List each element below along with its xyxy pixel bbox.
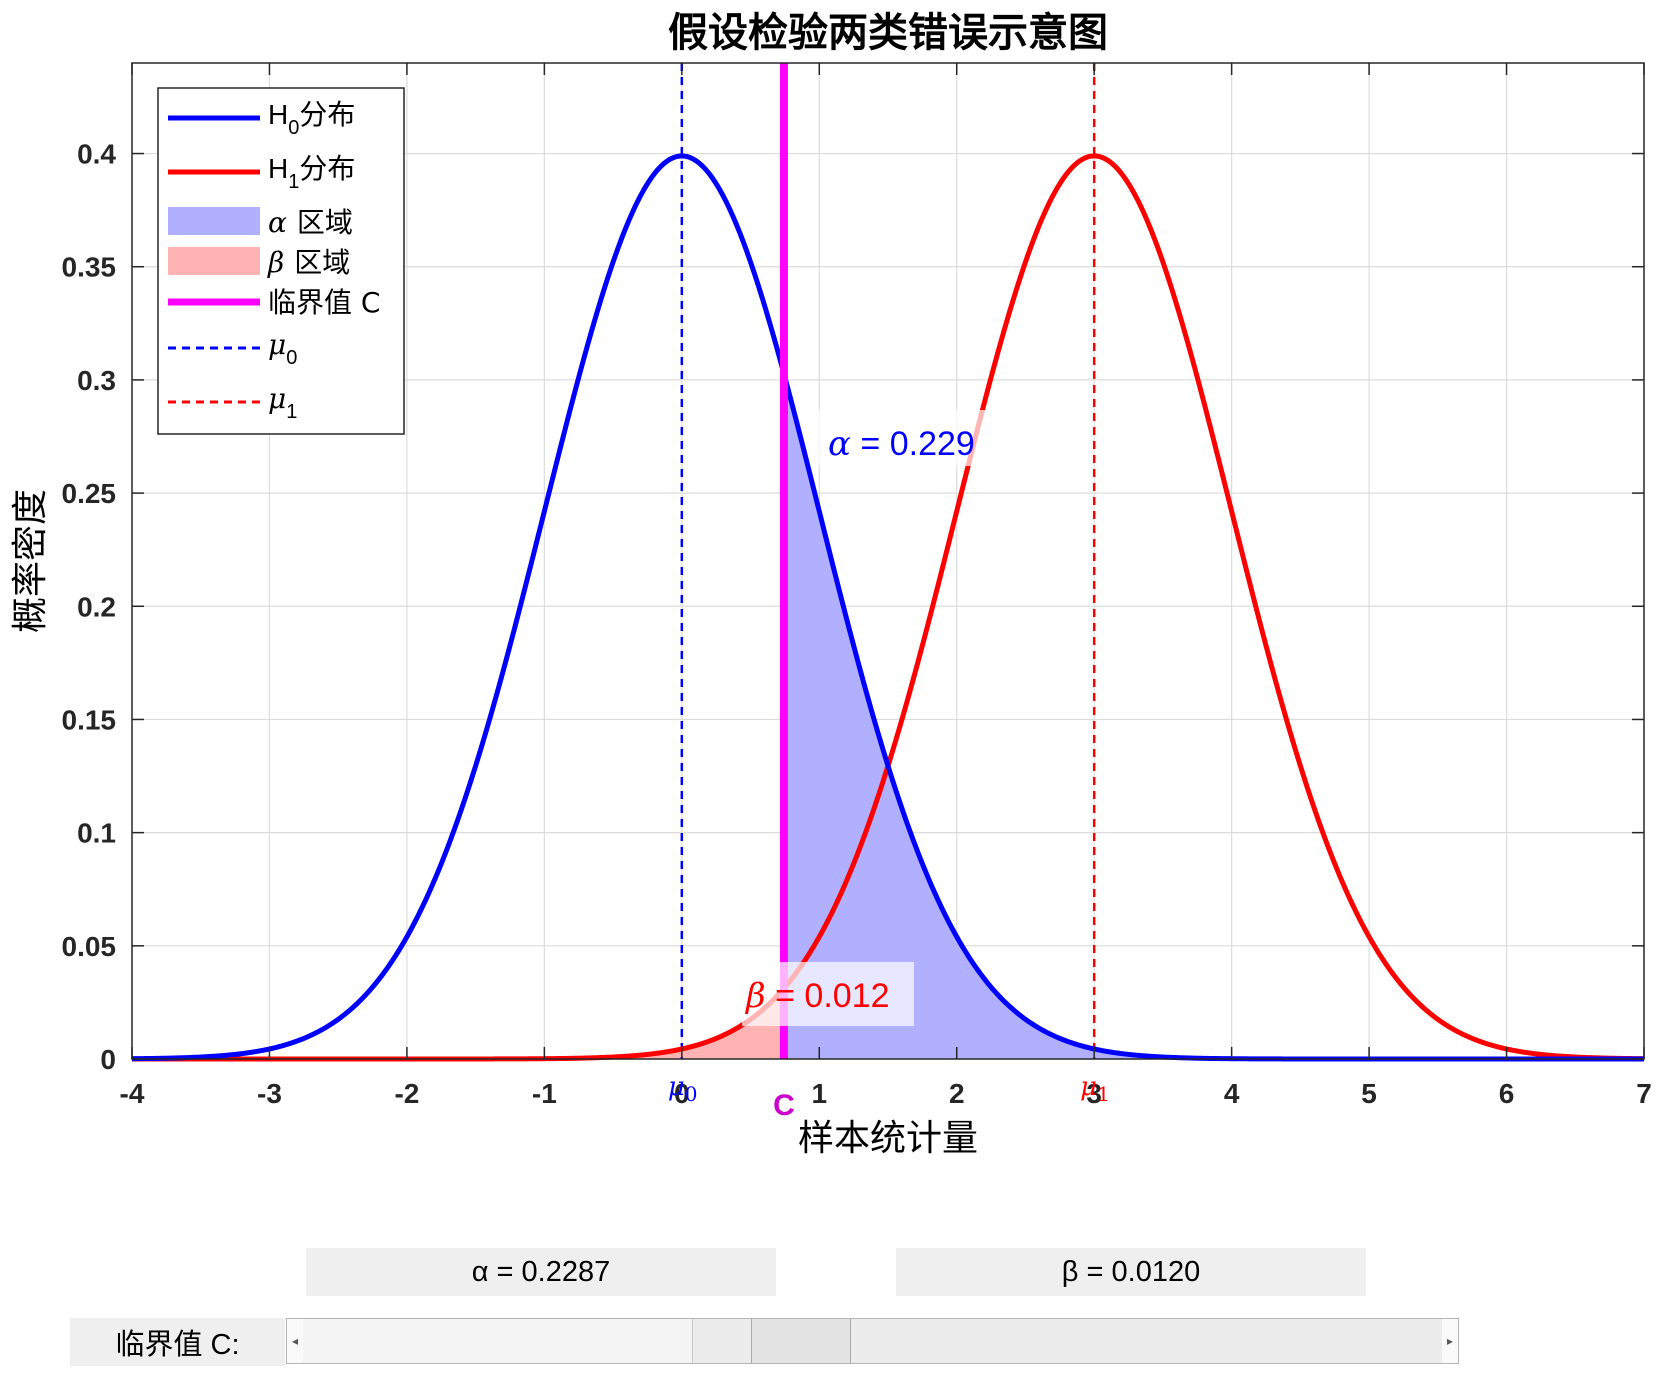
- axis-ticks: -4 -3 -2 -1 0 1 2 3 4 5 6 7 0 0.05 0.1 0.15 0.2 0.25 0.3 0.…: [62, 63, 1652, 1109]
- y-tick-label: 0.1: [77, 818, 116, 849]
- chart-title: 假设检验两类错误示意图: [668, 9, 1108, 56]
- y-tick-label: 0.05: [62, 931, 117, 962]
- y-axis-label: 概率密度: [10, 489, 51, 633]
- legend-mu0-label: μ0: [268, 328, 297, 369]
- legend: H0分布 H1分布 α 区域 β 区域 临界值 C μ0 μ1: [157, 87, 405, 435]
- slider-right-arrow[interactable]: ▸: [1442, 1319, 1458, 1363]
- legend-h1-suffix: 分布: [299, 152, 355, 185]
- mu0-marker: μ0: [668, 1072, 698, 1106]
- plot-frame: [131, 62, 1645, 1060]
- y-tick-label: 0.2: [77, 591, 116, 622]
- x-tick-label: 6: [1499, 1078, 1515, 1109]
- y-tick-label: 0.3: [77, 365, 116, 396]
- reference-lines: [680, 63, 1096, 1059]
- critical-value-slider[interactable]: ◂ ▸: [286, 1318, 1459, 1364]
- y-tick-label: 0.15: [62, 704, 117, 735]
- x-tick-label: -3: [257, 1078, 282, 1109]
- x-axis-label: 样本统计量: [798, 1118, 978, 1159]
- beta-annotation: β = 0.012: [744, 976, 890, 1016]
- legend-alpha-swatch: [168, 207, 260, 235]
- slider-track-left[interactable]: [303, 1319, 693, 1363]
- legend-h1-sub: 1: [288, 171, 299, 193]
- annotations: α = 0.229 β = 0.012 μ0 μ1 C: [668, 410, 1110, 1122]
- alpha-annotation-bg: [818, 410, 988, 466]
- alpha-annotation: α = 0.229: [828, 424, 975, 464]
- x-tick-label: -2: [394, 1078, 419, 1109]
- legend-critical-label: 临界值 C: [268, 286, 380, 319]
- beta-region: [132, 988, 784, 1059]
- x-tick-label: 0: [674, 1078, 690, 1109]
- x-tick-label: 7: [1636, 1078, 1652, 1109]
- legend-beta-swatch: [168, 247, 260, 275]
- y-tick-label: 0.35: [62, 252, 117, 283]
- beta-annotation-bg: [742, 962, 914, 1026]
- legend-mu1-label: μ1: [268, 382, 297, 423]
- legend-beta-label: β 区域: [267, 246, 350, 279]
- x-tick-label: 4: [1224, 1078, 1240, 1109]
- legend-beta-text: 区域: [294, 246, 350, 279]
- y-tick-label: 0.4: [77, 139, 116, 170]
- legend-h0-sub: 0: [288, 117, 299, 139]
- slider-thumb[interactable]: [751, 1319, 851, 1363]
- slider-left-arrow[interactable]: ◂: [287, 1319, 303, 1363]
- legend-alpha-text: 区域: [297, 206, 353, 239]
- legend-alpha-label: α 区域: [268, 206, 353, 239]
- x-tick-label: 3: [1086, 1078, 1102, 1109]
- x-tick-label: -1: [532, 1078, 557, 1109]
- y-tick-label: 0.25: [62, 478, 117, 509]
- y-tick-label: 0: [100, 1044, 116, 1075]
- alpha-display: α = 0.2287: [306, 1248, 776, 1296]
- legend-h0-suffix: 分布: [299, 98, 355, 131]
- legend-mu0-sub: 0: [286, 347, 297, 369]
- mu1-marker: μ1: [1080, 1072, 1110, 1106]
- x-tick-label: 2: [949, 1078, 965, 1109]
- critical-marker: C: [773, 1089, 795, 1122]
- x-tick-label: 1: [811, 1078, 827, 1109]
- slider-label: 临界值 C:: [70, 1318, 285, 1366]
- x-tick-label: -4: [120, 1078, 145, 1109]
- beta-display: β = 0.0120: [896, 1248, 1366, 1296]
- legend-mu1-sub: 1: [286, 401, 297, 423]
- x-tick-label: 5: [1361, 1078, 1377, 1109]
